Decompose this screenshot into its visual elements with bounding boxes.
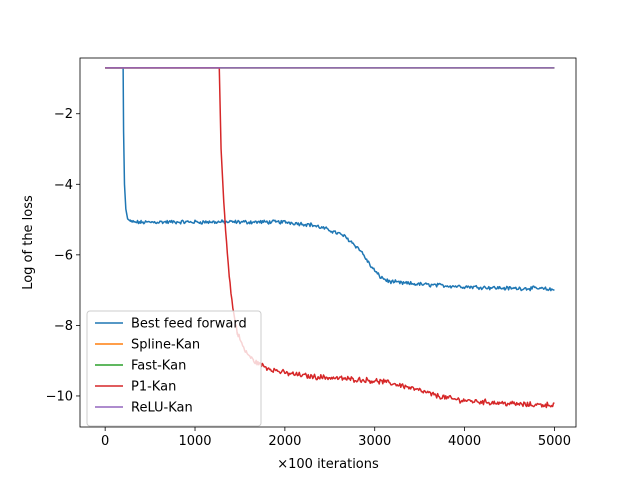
y-tick-label: −10 [46, 389, 73, 404]
x-tick-label: 0 [101, 434, 109, 449]
y-tick-label: −8 [54, 319, 73, 334]
y-tick-label: −4 [54, 178, 73, 193]
x-tick-label: 3000 [358, 434, 391, 449]
legend-label-spline-kan: Spline-Kan [131, 338, 200, 353]
x-axis-ticks: 0 1000 2000 3000 4000 5000 [101, 427, 571, 449]
x-tick-label: 2000 [268, 434, 301, 449]
legend-label-fast-kan: Fast-Kan [131, 359, 186, 374]
y-axis-ticks: −2 −4 −6 −8 −10 [46, 107, 80, 404]
y-tick-label: −6 [54, 248, 73, 263]
legend-label-relu-kan: ReLU-Kan [131, 401, 193, 416]
series-line-best-feed-forward [105, 67, 555, 292]
y-axis-label: Log of the loss [21, 195, 36, 290]
axes-frame [79, 57, 577, 428]
plot-lines [105, 67, 555, 409]
x-tick-label: 1000 [178, 434, 211, 449]
x-axis-label: ×100 iterations [277, 457, 379, 472]
x-tick-label: 5000 [538, 434, 571, 449]
x-tick-label: 4000 [448, 434, 481, 449]
y-tick-label: −2 [54, 107, 73, 122]
legend-label-p1-kan: P1-Kan [131, 380, 176, 395]
legend-label-best-feed-forward: Best feed forward [131, 317, 247, 332]
legend: Best feed forward Spline-Kan Fast-Kan P1-Ka… [86, 310, 262, 427]
legend-box [86, 310, 262, 427]
